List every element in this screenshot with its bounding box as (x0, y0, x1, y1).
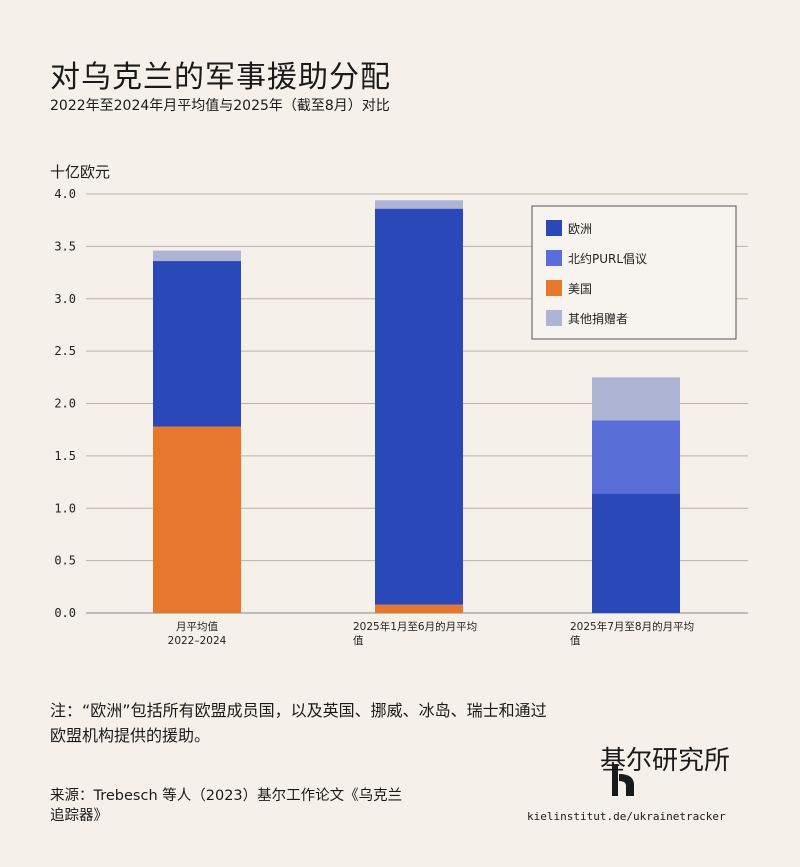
x-category-label: 2025年7月至8月的月平均 (570, 620, 694, 633)
institute-logo-icon (612, 764, 634, 796)
x-category-label: 值 (570, 634, 581, 647)
bar-segment-其他捐赠者 (153, 250, 241, 262)
y-tick-label: 3.5 (54, 239, 76, 253)
bars (153, 200, 680, 613)
bar-segment-北约PURL倡议 (592, 420, 680, 494)
legend-label: 其他捐赠者 (568, 312, 628, 326)
legend-swatch (546, 250, 562, 266)
x-axis-categories: 月平均值2022–20242025年1月至6月的月平均值2025年7月至8月的月… (168, 620, 694, 647)
legend-label: 美国 (568, 282, 592, 296)
x-category-label: 月平均值 (176, 620, 218, 633)
bar-segment-美国 (375, 604, 463, 613)
legend-label: 北约PURL倡议 (568, 251, 647, 266)
bar-chart: 0.0 0.5 1.0 1.5 2.0 2.5 3.0 3.5 4.0 月平均值 2022–202… (54, 187, 748, 647)
y-tick-label: 2.5 (54, 344, 76, 358)
bar-segment-欧洲 (592, 493, 680, 613)
x-category-label: 2022–2024 (168, 635, 227, 647)
x-category-label: 2025年1月至6月的月平均 (353, 620, 477, 633)
legend-box (531, 205, 737, 340)
legend-swatch (546, 280, 562, 296)
source-citation: 来源：Trebesch 等人（2023）基尔工作论文《乌克兰追踪器》 (50, 788, 403, 824)
legend-swatch (546, 220, 562, 236)
y-tick-label: 4.0 (54, 187, 76, 201)
source-url: kielinstitut.de/ukrainetracker (527, 810, 726, 823)
institute-name: 基尔研究所 (600, 746, 731, 776)
bar-segment-美国 (153, 426, 241, 613)
y-tick-label: 0.5 (54, 554, 76, 568)
y-tick-label: 3.0 (54, 292, 76, 306)
y-tick-label: 0.0 (54, 606, 76, 620)
y-axis-ticks: 0.0 0.5 1.0 1.5 2.0 2.5 3.0 3.5 4.0 (54, 187, 76, 620)
chart-title: 对乌克兰的军事援助分配 (50, 60, 391, 95)
bar-segment-欧洲 (375, 208, 463, 605)
y-tick-label: 2.0 (54, 397, 76, 411)
footnote: 注：“欧洲”包括所有欧盟成员国，以及英国、挪威、冰岛、瑞士和通过欧盟机构提供的援… (50, 701, 547, 745)
y-axis-label: 十亿欧元 (50, 163, 111, 181)
y-tick-label: 1.0 (54, 501, 76, 515)
legend-swatch (546, 310, 562, 326)
bar-segment-其他捐赠者 (592, 377, 680, 421)
x-category-label: 值 (353, 634, 364, 647)
bar-segment-其他捐赠者 (375, 200, 463, 209)
chart-subtitle: 2022年至2024年月平均值与2025年（截至8月）对比 (50, 98, 390, 114)
y-tick-label: 1.5 (54, 449, 76, 463)
bar-segment-欧洲 (153, 261, 241, 427)
legend-label: 欧洲 (568, 222, 592, 236)
